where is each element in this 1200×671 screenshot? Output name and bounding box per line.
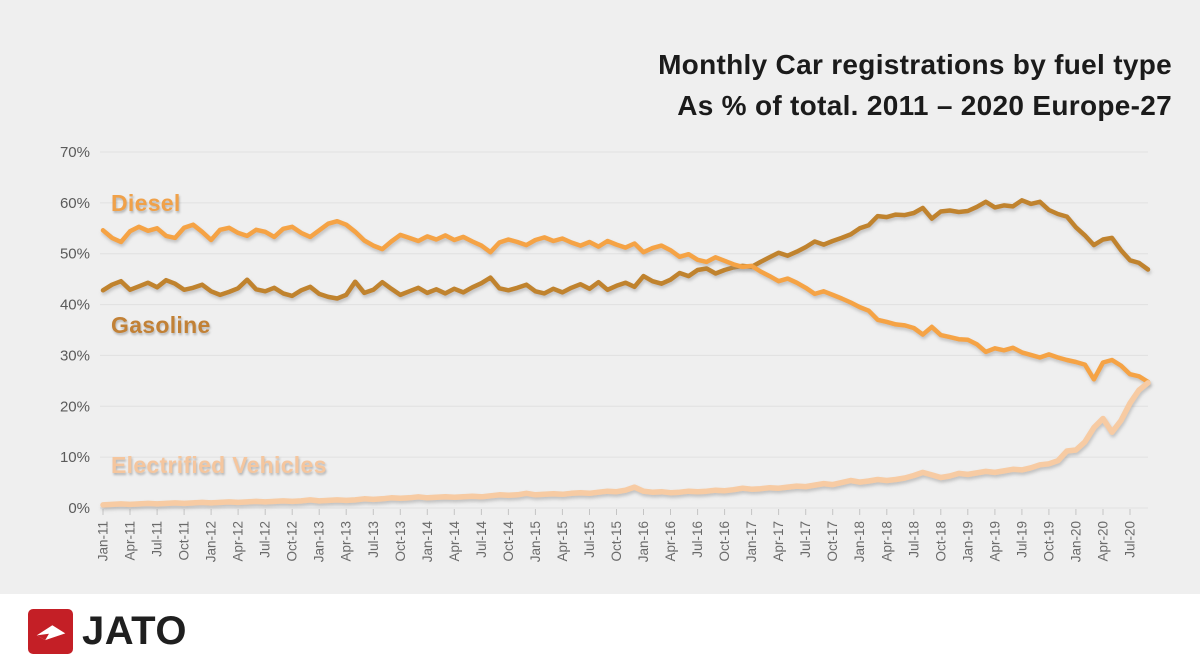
x-tick-label: Jul-15 xyxy=(582,521,597,558)
x-tick-label: Apr-11 xyxy=(123,521,138,561)
x-tick-label: Jan-19 xyxy=(960,521,975,562)
jato-arrow-icon xyxy=(36,624,65,640)
x-tick-label: Apr-17 xyxy=(771,521,786,562)
x-tick-label: Oct-12 xyxy=(285,521,300,562)
x-tick-label: Oct-19 xyxy=(1041,521,1056,562)
gasoline-series-label: Gasoline xyxy=(111,312,211,338)
x-tick-label: Oct-11 xyxy=(177,521,192,561)
electrified-line xyxy=(100,380,1151,508)
x-tick-label: Oct-18 xyxy=(933,521,948,562)
chart-title-line1: Monthly Car registrations by fuel type xyxy=(658,49,1172,80)
y-tick-label: 70% xyxy=(60,144,90,161)
y-axis-labels: 0% 10% 20% 30% 40% 50% 60% 70% xyxy=(60,144,90,517)
y-tick-label: 0% xyxy=(68,500,90,517)
x-tick-label: Jul-11 xyxy=(150,521,165,557)
x-tick-label: Jan-13 xyxy=(312,521,327,562)
electrified-series-label: Electrified Vehicles xyxy=(111,452,327,478)
x-tick-label: Apr-13 xyxy=(339,521,354,562)
series-lines xyxy=(100,198,1151,508)
x-tick-label: Oct-16 xyxy=(717,521,732,562)
y-tick-label: 20% xyxy=(60,398,90,415)
x-tick-label: Oct-17 xyxy=(825,521,840,562)
x-axis-labels: Jan-11 Apr-11 Jul-11 Oct-11 Jan-12 Apr-12 Jul-… xyxy=(96,521,1138,563)
footer-bar: JATO xyxy=(0,594,1200,671)
x-tick-label: Apr-16 xyxy=(663,521,678,562)
x-tick-label: Jul-12 xyxy=(258,521,273,558)
y-gridlines xyxy=(100,151,1148,509)
x-tick-label: Jul-16 xyxy=(690,521,705,558)
x-tick-label: Jul-13 xyxy=(366,521,381,558)
x-tick-label: Oct-14 xyxy=(501,521,516,562)
x-tick-label: Jan-20 xyxy=(1068,521,1083,562)
x-tick-label: Apr-12 xyxy=(231,521,246,562)
jato-logo-text: JATO xyxy=(82,609,187,653)
y-tick-label: 30% xyxy=(60,347,90,364)
x-tick-label: Apr-20 xyxy=(1096,521,1111,562)
x-tick-label: Jul-19 xyxy=(1014,521,1029,558)
x-tick-label: Oct-13 xyxy=(393,521,408,562)
x-tick-label: Apr-18 xyxy=(879,521,894,562)
x-tick-label: Jul-17 xyxy=(798,521,813,558)
x-tick-label: Apr-14 xyxy=(447,521,462,562)
chart-title: Monthly Car registrations by fuel type A… xyxy=(658,44,1172,126)
chart-background xyxy=(0,0,1200,594)
x-tick-label: Jan-18 xyxy=(852,521,867,562)
diesel-series-label: Diesel xyxy=(111,190,181,216)
y-tick-label: 40% xyxy=(60,297,90,314)
x-tick-label: Jan-11 xyxy=(96,521,111,561)
x-tick-label: Jan-16 xyxy=(636,521,651,562)
x-tick-label: Jul-14 xyxy=(474,521,489,558)
jato-logo-mark xyxy=(28,609,73,654)
chart-title-line2: As % of total. 2011 – 2020 Europe-27 xyxy=(677,90,1172,121)
x-tick-label: Apr-19 xyxy=(987,521,1002,562)
gasoline-line xyxy=(100,198,1151,301)
x-axis-ticks xyxy=(102,509,1131,515)
x-tick-label: Jul-20 xyxy=(1123,521,1138,558)
fuel-type-line-chart: 0% 10% 20% 30% 40% 50% 60% 70% Jan-11 Apr-11 Jul-… xyxy=(60,144,1151,563)
x-tick-label: Oct-15 xyxy=(609,521,624,562)
y-tick-label: 60% xyxy=(60,195,90,212)
x-tick-label: Jan-14 xyxy=(420,521,435,563)
x-tick-label: Jan-12 xyxy=(204,521,219,562)
y-tick-label: 50% xyxy=(60,246,90,263)
diesel-line xyxy=(100,218,1151,385)
x-tick-label: Jul-18 xyxy=(906,521,921,558)
jato-logo: JATO xyxy=(28,609,187,654)
y-tick-label: 10% xyxy=(60,449,90,466)
x-tick-label: Jan-17 xyxy=(744,521,759,562)
x-tick-label: Jan-15 xyxy=(528,521,543,562)
x-tick-label: Apr-15 xyxy=(555,521,570,562)
